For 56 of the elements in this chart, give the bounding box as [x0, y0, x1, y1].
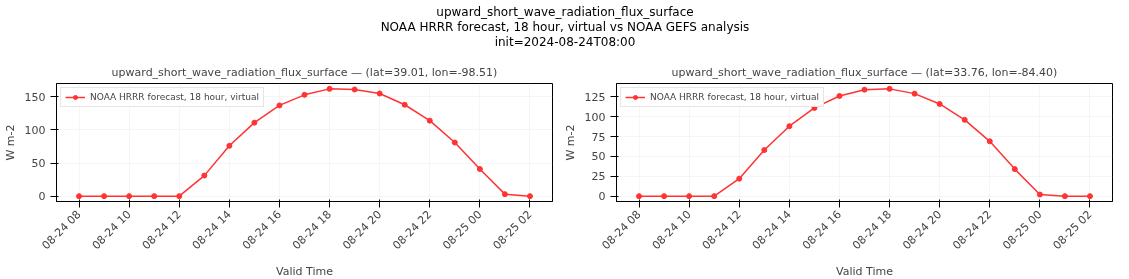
point: [961, 116, 968, 123]
y-axis-title: W m-2: [3, 124, 17, 161]
point: [226, 142, 233, 149]
text: upward_short_wave_radiation_flux_surface NOAA HRRR forecast, 18 hour, virtual vs NOAA GEFS analysis init=2024-08-24T08:00: [379, 5, 751, 50]
point: [351, 86, 358, 93]
point: [886, 85, 893, 92]
point: [986, 138, 993, 145]
point: [761, 147, 768, 154]
point: [686, 193, 693, 200]
point: [661, 193, 668, 200]
point: [176, 193, 183, 200]
point: [1011, 166, 1018, 173]
point: [276, 102, 283, 109]
y-tick-label: 100: [584, 110, 606, 124]
y-tick-label: 125: [584, 90, 606, 104]
point: [526, 193, 533, 200]
chart-title: upward_short_wave_radiation_flux_surface — (lat=39.01, lon=-98.51): [111, 65, 498, 79]
y-tick-label: 100: [24, 123, 46, 137]
point: [1061, 193, 1068, 200]
point: [301, 91, 308, 98]
y-tick-label: 0: [38, 190, 46, 204]
point: [76, 193, 83, 200]
y-tick-label: 50: [31, 157, 46, 171]
point: [501, 191, 508, 198]
point: [936, 100, 943, 107]
point: [251, 119, 258, 126]
y-tick-label: 25: [591, 170, 606, 184]
point: [401, 101, 408, 108]
point: [786, 123, 793, 130]
point: [101, 193, 108, 200]
x-axis-title: Valid Time: [836, 264, 894, 278]
point: [711, 193, 718, 200]
point: [201, 172, 208, 179]
point: [1036, 191, 1043, 198]
y-axis-title: W m-2: [563, 124, 577, 161]
chart-title: upward_short_wave_radiation_flux_surface — (lat=33.76, lon=-84.40): [671, 65, 1058, 79]
point: [1086, 193, 1093, 200]
point: [736, 175, 743, 182]
point: [451, 139, 458, 146]
point: [861, 86, 868, 93]
y-tick-label: 75: [591, 130, 606, 144]
point: [426, 117, 433, 124]
legend-label: NOAA HRRR forecast, 18 hour, virtual: [90, 92, 260, 102]
legend-label: NOAA HRRR forecast, 18 hour, virtual: [650, 92, 820, 102]
point: [126, 193, 133, 200]
point: [151, 193, 158, 200]
point: [476, 165, 483, 172]
point: [376, 90, 383, 97]
y-tick-label: 150: [24, 90, 46, 104]
y-tick-label: 0: [598, 190, 606, 204]
y-tick-label: 50: [591, 150, 606, 164]
x-axis-title: Valid Time: [276, 264, 334, 278]
point: [636, 193, 643, 200]
point: [326, 85, 333, 92]
point: [836, 93, 843, 100]
point: [911, 90, 918, 97]
